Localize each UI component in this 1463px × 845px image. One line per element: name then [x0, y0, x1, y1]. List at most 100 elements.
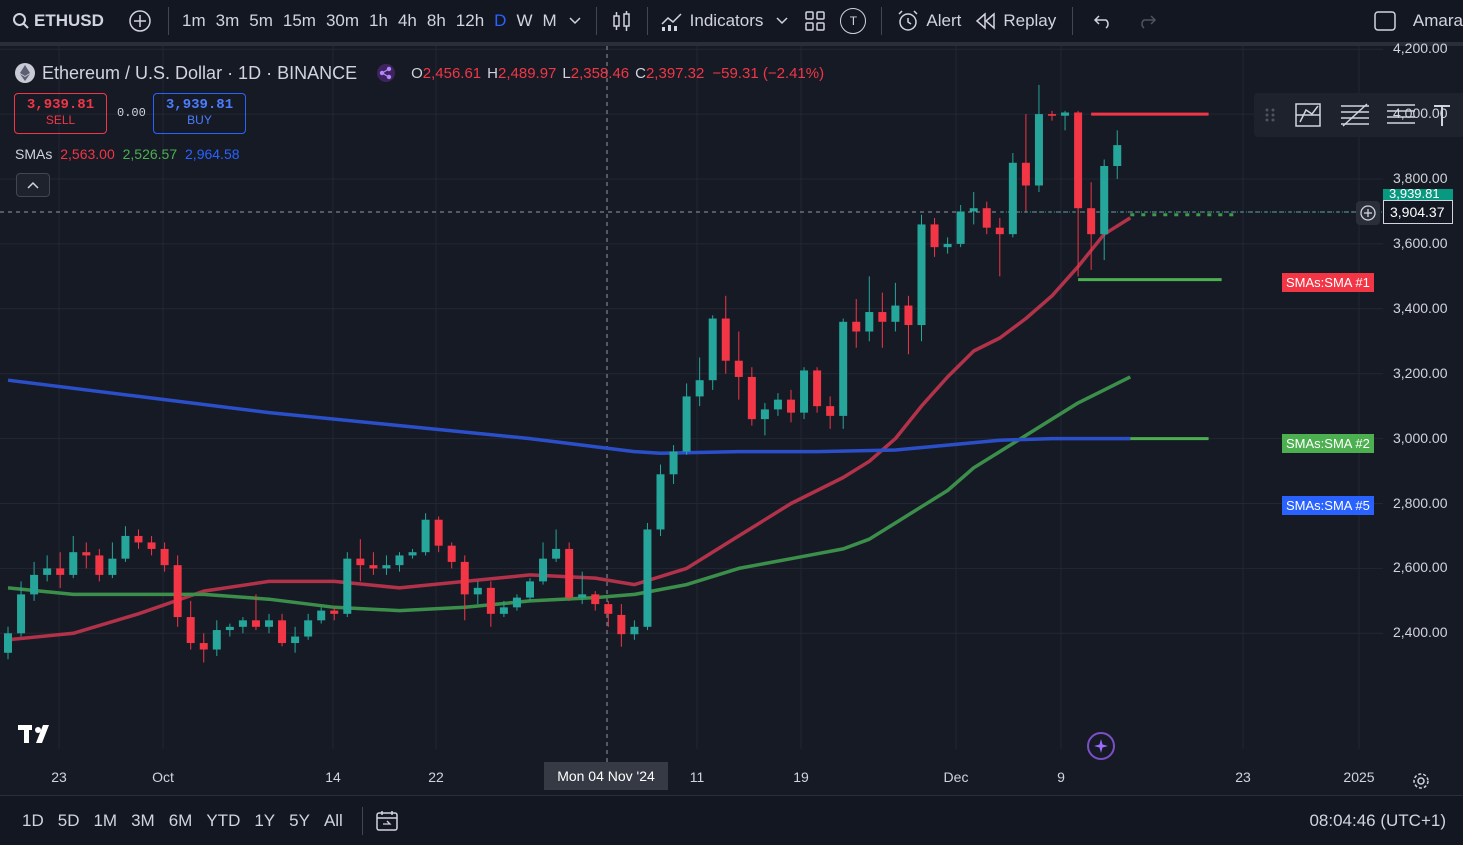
fib-retracement-icon[interactable] [1338, 100, 1372, 130]
price-tick: 4,200.00 [1393, 40, 1448, 57]
sma1-value: 2,563.00 [60, 146, 115, 162]
candle-body [565, 548, 574, 598]
price-tick: 3,200.00 [1393, 364, 1448, 381]
range-5y[interactable]: 5Y [289, 810, 310, 830]
drawing-toolbar [1254, 93, 1463, 137]
share-icon[interactable] [371, 62, 401, 84]
horizontal-levels [1078, 112, 1235, 441]
interval-1m[interactable]: 1m [182, 11, 206, 30]
interval-12h[interactable]: 12h [455, 11, 485, 30]
buy-price: 3,939.81 [165, 97, 234, 113]
candle-body [356, 558, 365, 566]
plus-circle-icon [1360, 205, 1376, 221]
sma-legend-label: SMAs [15, 146, 53, 162]
range-1y[interactable]: 1Y [254, 810, 276, 830]
candle-body [943, 243, 952, 248]
buy-button[interactable]: 3,939.81 BUY [153, 93, 246, 134]
candle-body [695, 380, 704, 397]
template-button[interactable]: T [833, 0, 873, 44]
interval-8h[interactable]: 8h [426, 11, 446, 30]
range-6m[interactable]: 6M [168, 810, 193, 830]
candle-body [173, 565, 182, 618]
sma2-value: 2,526.57 [122, 146, 178, 162]
interval-list: 1m 3m 5m 15m 30m 1h 4h 8h 12h D W M [177, 0, 562, 44]
plus-circle-icon [129, 10, 151, 32]
user-label: Amara [1412, 11, 1463, 30]
range-ytd[interactable]: YTD [206, 810, 241, 830]
sma3-value: 2,964.58 [185, 146, 240, 162]
candle-body [82, 552, 91, 556]
chevron-down-icon [569, 17, 581, 25]
undo-button[interactable] [1081, 0, 1125, 44]
candle-body [108, 558, 117, 575]
candle-body [121, 535, 130, 559]
user-menu[interactable]: Amara [1405, 0, 1463, 44]
alert-button[interactable]: Alert [890, 0, 967, 44]
divider [1072, 7, 1074, 35]
candle-body [708, 318, 717, 381]
indicators-button[interactable]: Indicators [656, 0, 768, 44]
candle-body [982, 208, 991, 228]
add-symbol-button[interactable] [120, 0, 160, 44]
range-3m[interactable]: 3M [131, 810, 155, 830]
candle-body [787, 399, 795, 413]
go-to-date-button[interactable] [375, 809, 399, 833]
ai-assistant-button[interactable] [1087, 732, 1115, 760]
candle-body [278, 620, 287, 644]
interval-d[interactable]: D [494, 11, 507, 30]
drag-handle-icon[interactable] [1260, 105, 1280, 125]
divider [646, 7, 648, 35]
symbol-search[interactable]: ETHUSD [0, 0, 120, 44]
range-all[interactable]: All [323, 810, 343, 830]
candle-body [343, 558, 352, 614]
candle-body [865, 312, 874, 332]
clock[interactable]: 08:04:46 (UTC+1) [1309, 810, 1446, 830]
interval-w[interactable]: W [516, 11, 533, 30]
interval-4h[interactable]: 4h [397, 11, 417, 30]
time-tick: 23 [51, 769, 67, 785]
redo-button[interactable] [1125, 0, 1169, 44]
time-tick: 9 [1057, 769, 1065, 785]
candle-body [721, 318, 730, 361]
candle-body [591, 594, 600, 605]
text-tool-icon[interactable] [1430, 100, 1450, 130]
symbol-title: Ethereum / U.S. Dollar · 1D · BINANCE [42, 62, 358, 83]
price-tick: 3,600.00 [1393, 234, 1448, 251]
axis-settings-button[interactable] [1408, 768, 1434, 794]
intervals-dropdown[interactable] [562, 0, 588, 44]
range-1d[interactable]: 1D [22, 810, 44, 830]
candle-body [369, 565, 378, 569]
candle-body [56, 568, 65, 575]
collapse-legend-button[interactable] [16, 173, 50, 197]
interval-m[interactable]: M [542, 11, 557, 30]
range-5d[interactable]: 5D [57, 810, 80, 830]
indicators-dropdown[interactable] [767, 0, 797, 44]
chart-type-button[interactable] [605, 0, 639, 44]
add-alert-button[interactable] [1356, 201, 1380, 225]
fullscreen-button[interactable] [1365, 0, 1405, 44]
sell-button[interactable]: 3,939.81 SELL [14, 93, 107, 134]
alarm-clock-icon [898, 10, 918, 31]
interval-5m[interactable]: 5m [249, 11, 273, 30]
interval-1h[interactable]: 1h [369, 11, 388, 30]
replay-button[interactable]: Replay [967, 0, 1064, 44]
price-tick: 2,600.00 [1393, 559, 1448, 576]
price-chart[interactable] [0, 46, 1463, 795]
candle-body [304, 620, 313, 637]
interval-15m[interactable]: 15m [282, 11, 316, 30]
candle-body [225, 626, 234, 631]
layout-button[interactable] [797, 0, 833, 44]
long-position-icon[interactable] [1292, 100, 1324, 130]
pitchfork-icon[interactable] [1384, 100, 1418, 130]
price-tick: 2,400.00 [1393, 624, 1448, 641]
indicators-label: Indicators [689, 11, 764, 30]
sma-legend[interactable]: SMAs 2,563.00 2,526.57 2,964.58 [15, 146, 240, 162]
interval-3m[interactable]: 3m [215, 11, 240, 30]
range-1m[interactable]: 1M [93, 810, 118, 830]
ohlc-high: 2,489.97 [498, 64, 557, 82]
gear-icon [1413, 773, 1429, 789]
candle-body [1074, 112, 1083, 209]
interval-30m[interactable]: 30m [325, 11, 360, 30]
candle-body [251, 620, 260, 627]
